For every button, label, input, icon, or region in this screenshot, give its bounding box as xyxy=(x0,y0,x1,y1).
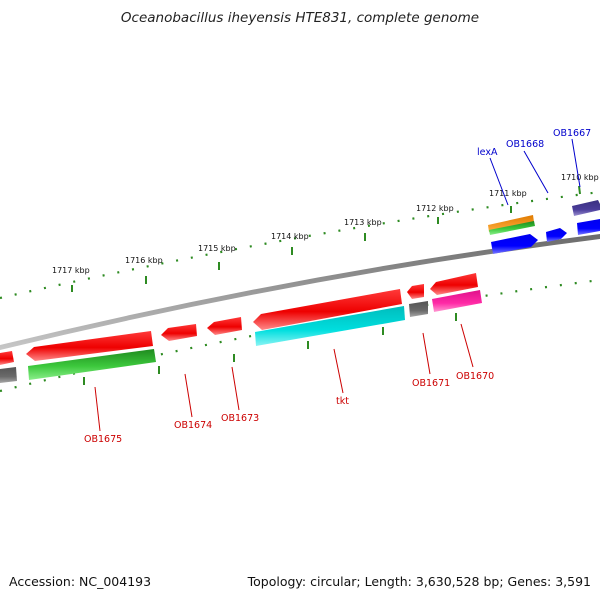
tick-label: 1714 kbp xyxy=(271,232,309,241)
outer-major-ticks xyxy=(71,185,581,292)
position-tick-labels: 1710 kbp 1711 kbp 1712 kbp 1713 kbp 1714… xyxy=(52,173,599,275)
gene-arrow-ob1670-red xyxy=(430,273,478,295)
gene-arrow-small-blue xyxy=(546,228,567,242)
accession-text: Accession: NC_004193 xyxy=(9,574,152,589)
gene-arrow-left-gray xyxy=(0,367,17,383)
gene-label-lexa: lexA xyxy=(477,147,498,158)
genome-backbone xyxy=(0,234,600,350)
gene-label-ob1667: OB1667 xyxy=(553,128,591,139)
gene-arrow-ob1675-green xyxy=(28,349,156,380)
gene-label-ob1671: OB1671 xyxy=(412,378,450,389)
inner-tick-track xyxy=(0,278,600,393)
gene-label-ob1674: OB1674 xyxy=(174,420,212,431)
gene-label-ob1673: OB1673 xyxy=(221,413,259,424)
inner-major-ticks xyxy=(83,313,457,385)
gene-arrow-ob1670-pink xyxy=(432,290,482,312)
genome-title: Oceanobacillus iheyensis HTE831, complet… xyxy=(120,10,480,26)
gene-arrow-tkt-red xyxy=(253,289,402,330)
gene-arrow-ob1674 xyxy=(161,324,197,341)
tick-label: 1710 kbp xyxy=(561,173,599,182)
gene-arrow-ob1675-red xyxy=(26,331,153,361)
gene-arrow-ob1668 xyxy=(491,234,538,254)
reverse-genes xyxy=(0,273,482,383)
reverse-leader-lines xyxy=(94,323,474,432)
gene-labels: OB1667 OB1668 lexA OB1670 OB1671 tkt OB1… xyxy=(84,128,591,445)
tick-label: 1715 kbp xyxy=(198,244,236,253)
gene-arrow-ob1667 xyxy=(572,200,600,216)
tick-label: 1716 kbp xyxy=(125,256,163,265)
gene-label-tkt: tkt xyxy=(336,396,349,407)
gene-label-ob1668: OB1668 xyxy=(506,139,544,150)
gene-arrow-lexa-green xyxy=(489,221,535,235)
tick-label: 1717 kbp xyxy=(52,266,90,275)
gene-label-ob1675: OB1675 xyxy=(84,434,122,445)
gene-label-ob1670: OB1670 xyxy=(456,371,494,382)
tick-label: 1713 kbp xyxy=(344,218,382,227)
gene-arrow-left-red xyxy=(0,351,14,365)
gene-arrow-ob1671-red xyxy=(407,284,424,299)
gene-arrow-ob1673 xyxy=(207,317,242,335)
gene-arrow-lexa-top xyxy=(488,215,534,232)
gene-arrow-tkt-cyan xyxy=(255,306,405,346)
gene-arrow-blue-right xyxy=(577,219,600,235)
forward-leader-lines xyxy=(489,138,581,206)
gene-arrow-ob1671-gray xyxy=(409,301,428,317)
tick-label: 1711 kbp xyxy=(489,189,527,198)
genome-summary-text: Topology: circular; Length: 3,630,528 bp… xyxy=(247,574,591,589)
forward-genes xyxy=(488,200,600,254)
tick-label: 1712 kbp xyxy=(416,204,454,213)
